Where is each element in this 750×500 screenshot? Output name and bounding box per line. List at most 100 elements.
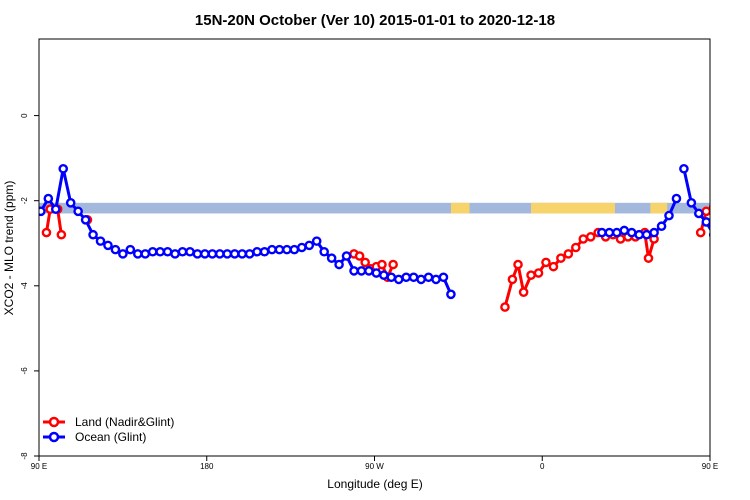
series-ocean-point-51 [416, 274, 426, 285]
series-ocean-point-46 [379, 270, 389, 280]
y-tick-label-0: 0 [20, 113, 29, 118]
series-ocean-point-41 [341, 251, 352, 261]
series-ocean-point-28 [244, 249, 255, 259]
series-ocean-point-58 [612, 227, 622, 238]
series-ocean-point-9 [103, 240, 113, 251]
series-land-point-17 [526, 270, 536, 280]
series-ocean-point-54 [438, 272, 449, 283]
x-tick-label-4: 90 E [702, 462, 718, 471]
band-ocean [39, 202, 710, 214]
series-land-point-37 [708, 204, 710, 211]
band-land-2 [650, 202, 668, 214]
series-ocean-point-21 [192, 249, 203, 259]
series-ocean-point-27 [237, 249, 247, 259]
y-axis: 0 -2 -4 -6 -8 [20, 113, 39, 460]
y-tick-label-4: -8 [20, 452, 29, 460]
series-ocean-point-19 [177, 246, 188, 257]
series-land-point-6 [354, 251, 365, 261]
series-ocean-point-38 [319, 246, 329, 257]
legend: Land (Nadir&Glint) Ocean (Glint) [43, 415, 174, 444]
series-ocean-point-75 [740, 250, 747, 257]
x-axis-label: Longitude (deg E) [327, 477, 422, 491]
series-ocean-point-64 [656, 221, 667, 232]
series-ocean-point-26 [229, 249, 240, 259]
series-ocean-point-15 [147, 246, 158, 257]
series-ocean-point-4 [65, 198, 76, 208]
series-ocean-point-62 [641, 229, 652, 240]
series-ocean-point-1 [43, 193, 54, 204]
chart-title: 15N-20N October (Ver 10) 2015-01-01 to 2… [195, 12, 555, 29]
series-land-point-33 [643, 253, 654, 263]
series-ocean-point-0 [39, 206, 46, 217]
series-ocean-point-59 [619, 225, 630, 236]
series-ocean-point-65 [664, 210, 674, 221]
legend-land-label: Land (Nadir&Glint) [75, 415, 174, 429]
series-ocean-point-3 [58, 163, 69, 174]
series-ocean-point-50 [408, 272, 419, 283]
y-tick-label-2: -4 [20, 282, 29, 290]
series-ocean-point-67 [679, 163, 689, 174]
series-land-point-7 [360, 257, 370, 268]
series-land-point-10 [377, 259, 387, 270]
x-tick-label-3: 0 [540, 462, 545, 471]
series-land-point-22 [563, 249, 574, 259]
series-land-point-21 [556, 253, 566, 263]
series-ocean-point-17 [162, 246, 173, 257]
series-land-point-0 [41, 227, 52, 238]
series-ocean-point-63 [649, 227, 659, 238]
legend-item-land: Land (Nadir&Glint) [43, 415, 174, 429]
series-land-point-35 [695, 227, 706, 238]
series-land-point-36 [701, 206, 710, 217]
series-ocean-point-72 [718, 238, 725, 245]
series-ocean-point-18 [170, 249, 180, 259]
legend-item-ocean: Ocean (Glint) [43, 430, 146, 444]
series-ocean-point-36 [304, 240, 315, 251]
series-ocean-point-74 [732, 246, 739, 253]
series-ocean-point-45 [371, 268, 382, 278]
series-ocean-point-20 [185, 246, 195, 257]
series-ocean-point-14 [140, 249, 151, 259]
series-ocean-point-37 [311, 236, 322, 246]
series-ocean-point-5 [73, 206, 83, 217]
series-ocean-point-34 [289, 244, 300, 255]
series-land-point-13 [500, 302, 510, 312]
series-land-point-16 [518, 287, 529, 297]
series-ocean-point-42 [349, 266, 359, 276]
x-tick-label-2: 90 W [365, 462, 384, 471]
x-tick-label-0: 90 E [31, 462, 47, 471]
series-ocean-point-7 [88, 229, 98, 240]
series-ocean-point-68 [686, 198, 697, 208]
series-land-point-23 [571, 242, 581, 253]
series-ocean-point-66 [671, 193, 682, 204]
series-ocean-point-25 [222, 249, 233, 259]
band-land-1 [531, 202, 615, 214]
legend-land-marker [48, 416, 60, 428]
series-ocean-point-16 [155, 246, 165, 257]
series-ocean-point-55 [446, 289, 456, 300]
series-ocean-point-10 [110, 244, 121, 255]
series-ocean-point-6 [80, 215, 91, 225]
series-land-point-24 [578, 234, 589, 244]
surface-type-band [39, 202, 710, 214]
series-ocean-point-56 [597, 227, 607, 238]
series-ocean-point-60 [626, 227, 637, 238]
series-ocean-point-39 [326, 253, 337, 263]
series-ocean-point-70 [701, 217, 710, 227]
series-ocean-point-71 [708, 231, 710, 238]
y-tick-label-3: -6 [20, 367, 29, 375]
series-ocean-point-13 [132, 249, 143, 259]
series-ocean-point-33 [282, 244, 292, 255]
series-ocean-point-31 [267, 244, 277, 255]
x-axis: 90 E 180 90 W 0 90 E [31, 456, 718, 471]
series-ocean-point-69 [694, 208, 704, 219]
series-ocean-point-73 [725, 244, 732, 251]
series-ocean-point-24 [214, 249, 225, 259]
series-land-point-15 [513, 259, 523, 270]
series-layer [39, 163, 747, 312]
series-land-line-3 [503, 231, 656, 309]
series-ocean-point-61 [634, 229, 644, 240]
legend-ocean-label: Ocean (Glint) [75, 430, 146, 444]
series-ocean-point-11 [118, 249, 128, 259]
series-ocean-point-8 [95, 236, 106, 246]
series-ocean-point-48 [393, 274, 404, 285]
